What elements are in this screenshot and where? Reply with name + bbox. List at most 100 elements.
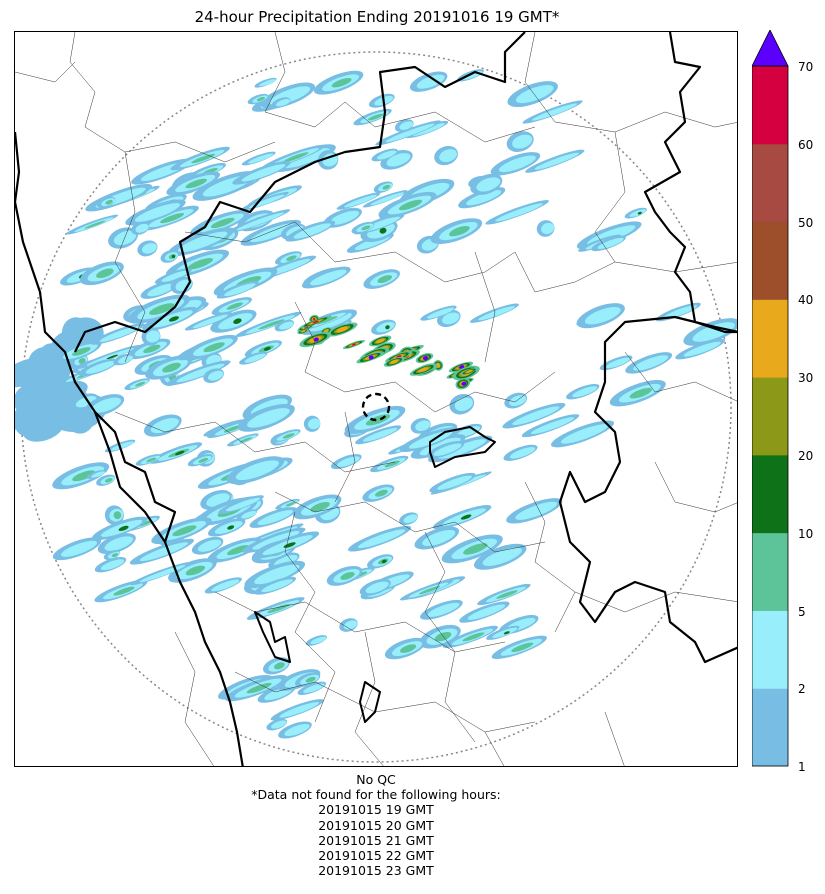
rain-cell (91, 397, 122, 413)
rain-cell (241, 164, 286, 182)
missing-hour: 20191015 19 GMT (318, 802, 434, 818)
rain-cell (96, 268, 114, 279)
rain-cell (329, 210, 360, 225)
rain-cell (433, 443, 462, 456)
rain-cell (460, 514, 472, 520)
radar-range-ring (20, 51, 732, 763)
rain-cell (60, 540, 98, 557)
rain-cell (584, 306, 621, 325)
rain-cell (256, 96, 265, 102)
rain-cell (310, 501, 330, 512)
rain-cell (511, 642, 534, 652)
rain-cell (233, 318, 242, 324)
rain-cell (207, 370, 224, 381)
rain-cell (597, 237, 624, 249)
rain-cell (203, 342, 225, 353)
rain-cell (227, 525, 235, 530)
rain-cell (78, 358, 86, 364)
rain-cell (379, 227, 387, 234)
rain-cell (509, 447, 536, 459)
rain-cell (134, 203, 181, 222)
colorbar-overflow-arrow (752, 30, 789, 67)
rain-cell (175, 279, 192, 292)
rain-cell (512, 406, 560, 426)
rain-cell (344, 194, 377, 208)
rain-cell (376, 150, 397, 160)
rain-cell (191, 153, 216, 164)
rain-cell (310, 269, 347, 286)
rain-cell (168, 316, 180, 322)
rain-cell (224, 283, 256, 297)
rain-cell (185, 565, 206, 576)
rain-cell (271, 720, 287, 729)
rain-cell (248, 153, 274, 164)
rain-cell (403, 514, 418, 524)
rain-cell (139, 565, 186, 583)
rain-cell (111, 553, 119, 558)
rain-cell (382, 184, 391, 190)
rain-cell (279, 701, 320, 718)
rain-cell (254, 564, 300, 585)
rain-cell (503, 631, 510, 635)
rain-cell (399, 121, 414, 130)
rain-cell (496, 590, 518, 599)
radar-map[interactable] (14, 31, 738, 767)
rain-cell (385, 123, 435, 143)
rain-cell (285, 502, 296, 507)
colorbar-band (752, 221, 788, 300)
rain-cell (439, 149, 457, 163)
rain-cell (118, 525, 129, 532)
rain-cell (141, 243, 157, 254)
rain-cell (515, 501, 558, 520)
rain-cell (175, 450, 185, 456)
rain-cell (683, 341, 721, 357)
rain-cell (246, 682, 272, 694)
rain-cell (293, 223, 331, 239)
missing-hour: 20191015 20 GMT (318, 817, 434, 833)
rain-cell (426, 307, 455, 319)
rain-cell (605, 357, 631, 369)
rain-cell (310, 636, 327, 645)
rain-cell-heavy (418, 367, 429, 373)
rain-cell (398, 199, 423, 211)
colorbar-band (752, 532, 788, 611)
colorbar-band (752, 688, 788, 767)
rain-cell (235, 460, 279, 481)
colorbar-band (752, 610, 788, 689)
tick-label: 5 (798, 605, 806, 619)
rain-cell (286, 255, 297, 261)
rain-cell (117, 355, 133, 364)
rain-cell (385, 325, 390, 330)
rain-cell (418, 585, 441, 595)
rain-cell (416, 74, 445, 89)
rain-cell (282, 148, 330, 169)
rain-cell (113, 230, 137, 246)
rain-cell-heavy (312, 320, 319, 324)
rain-cell (135, 223, 149, 233)
rain-cell (434, 631, 452, 642)
rain-cell (541, 222, 555, 235)
rain-cell (105, 199, 113, 205)
rain-cell (692, 322, 735, 342)
rain-cell (637, 211, 642, 215)
rain-cell (160, 213, 185, 224)
rain-cell (244, 353, 266, 363)
rain-cell (275, 98, 291, 107)
rain-cell (146, 330, 160, 343)
rain-cell (357, 529, 406, 549)
rain-cell (226, 302, 243, 310)
rain-cell (437, 475, 472, 490)
rain-cell (192, 314, 229, 329)
rain-cell (427, 602, 460, 617)
rain-cell (176, 363, 225, 383)
rain-cell (197, 539, 222, 552)
rain-cell (178, 231, 228, 253)
rain-cell (106, 354, 119, 360)
rain-cell (663, 305, 698, 319)
rain-cell (454, 397, 473, 412)
rain-cell (512, 134, 533, 149)
footnotes: No QC *Data not found for the following … (14, 772, 738, 878)
rain-cell (476, 177, 501, 192)
rain-cell (412, 123, 445, 136)
rain-cell (381, 559, 387, 564)
